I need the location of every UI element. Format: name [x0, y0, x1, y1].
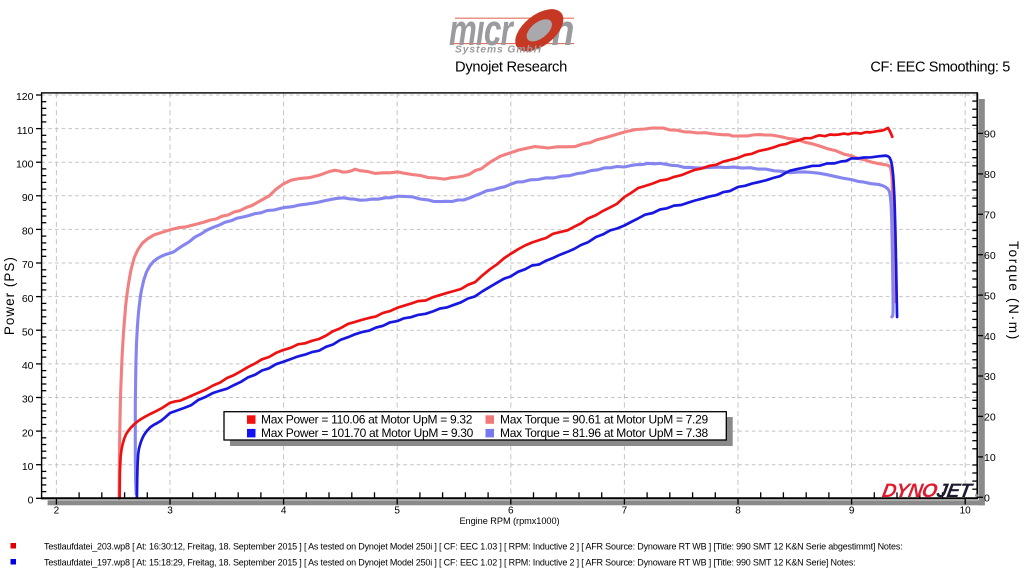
svg-text:120: 120	[16, 91, 34, 103]
svg-text:100: 100	[16, 158, 34, 170]
svg-text:CF: EEC Smoothing: 5: CF: EEC Smoothing: 5	[870, 60, 1010, 76]
svg-text:2: 2	[54, 506, 60, 517]
svg-text:0: 0	[984, 493, 990, 505]
svg-text:Max Power = 101.70 at Motor Up: Max Power = 101.70 at Motor UpM = 9.30	[261, 426, 474, 440]
svg-text:Max Torque = 90.61 at Motor Up: Max Torque = 90.61 at Motor UpM = 7.29	[500, 413, 708, 427]
svg-text:Power (PS): Power (PS)	[2, 256, 17, 335]
svg-text:60: 60	[22, 293, 34, 305]
svg-text:40: 40	[984, 331, 996, 343]
svg-text:10: 10	[22, 461, 34, 473]
svg-text:5: 5	[394, 506, 400, 517]
svg-text:3: 3	[167, 506, 173, 517]
svg-text:4: 4	[281, 506, 287, 517]
svg-text:30: 30	[984, 371, 996, 383]
svg-text:7: 7	[622, 506, 628, 517]
svg-text:Systems GmbH: Systems GmbH	[455, 45, 542, 56]
svg-text:Engine RPM (rpmx1000): Engine RPM (rpmx1000)	[459, 516, 559, 526]
svg-text:20: 20	[22, 427, 34, 439]
svg-text:110: 110	[17, 125, 34, 137]
svg-text:0: 0	[28, 495, 34, 507]
svg-text:70: 70	[22, 259, 34, 271]
svg-text:9: 9	[849, 506, 855, 517]
svg-text:Torque (N·m): Torque (N·m)	[1006, 241, 1021, 341]
svg-text:10: 10	[960, 506, 972, 517]
svg-text:60: 60	[984, 250, 996, 262]
svg-text:90: 90	[22, 192, 34, 204]
svg-text:50: 50	[22, 326, 34, 338]
svg-text:40: 40	[22, 360, 34, 372]
svg-text:Max Power = 110.06 at Motor Up: Max Power = 110.06 at Motor UpM = 9.32	[261, 413, 473, 427]
svg-text:Testlaufdatei_197.wp8 [ At: 15: Testlaufdatei_197.wp8 [ At: 15:18:29, Fr…	[44, 558, 855, 568]
svg-text:Max Torque = 81.96 at Motor Up: Max Torque = 81.96 at Motor UpM = 7.38	[500, 426, 708, 440]
svg-text:8: 8	[735, 506, 741, 517]
svg-text:30: 30	[22, 394, 34, 406]
svg-text:70: 70	[984, 210, 996, 222]
svg-text:10: 10	[984, 452, 996, 464]
svg-text:20: 20	[984, 412, 996, 424]
svg-text:Dynojet Research: Dynojet Research	[455, 60, 567, 76]
svg-text:90: 90	[984, 129, 996, 141]
svg-text:6: 6	[508, 506, 514, 517]
svg-text:mıcr: mıcr	[449, 6, 515, 56]
svg-text:DYNOJET: DYNOJET	[880, 480, 975, 502]
svg-text:80: 80	[984, 169, 996, 181]
svg-text:50: 50	[984, 290, 996, 302]
svg-text:Testlaufdatei_203.wp8 [ At: 16: Testlaufdatei_203.wp8 [ At: 16:30:12, Fr…	[44, 542, 903, 552]
svg-text:80: 80	[22, 226, 34, 238]
